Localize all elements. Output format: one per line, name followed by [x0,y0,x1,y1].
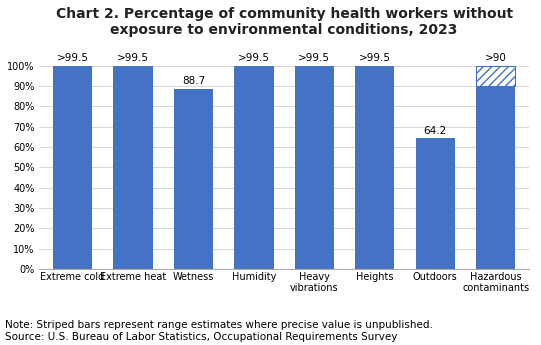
Text: >99.5: >99.5 [298,53,331,63]
Bar [476,86,516,269]
Bar [53,66,92,269]
Bar [295,66,334,269]
Text: >99.5: >99.5 [57,53,89,63]
Text: 88.7: 88.7 [182,76,205,86]
Text: Note: Striped bars represent range estimates where precise value is unpublished.: Note: Striped bars represent range estim… [5,320,433,342]
Bar [415,138,455,269]
Bar [234,66,274,269]
Bar [174,89,213,269]
Text: >99.5: >99.5 [359,53,391,63]
Text: >90: >90 [485,53,507,63]
Title: Chart 2. Percentage of community health workers without
exposure to environmenta: Chart 2. Percentage of community health … [56,7,513,37]
Text: 64.2: 64.2 [424,126,447,136]
Bar [355,66,394,269]
Bar [476,66,516,86]
Text: >99.5: >99.5 [238,53,270,63]
Bar [114,66,153,269]
Text: >99.5: >99.5 [117,53,149,63]
